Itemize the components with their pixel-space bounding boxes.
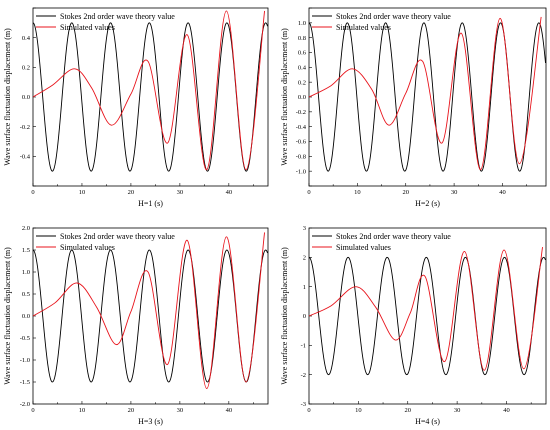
x-tick-label: 30 [177, 407, 184, 414]
x-tick-label: 40 [226, 189, 233, 196]
y-tick-label: 0.2 [22, 65, 30, 72]
x-tick-label: 10 [79, 407, 86, 414]
y-tick-label: -1.0 [296, 168, 306, 175]
y-tick-label: -2 [301, 372, 306, 379]
y-tick-label: -1 [301, 343, 306, 350]
x-tick-label: 10 [354, 189, 361, 196]
legend-label-theory: Stokes 2nd order wave theory value [60, 12, 175, 21]
y-tick-label: 2 [303, 255, 306, 262]
y-tick-label: 1.0 [22, 269, 30, 276]
y-tick-label: -0.6 [296, 139, 307, 146]
y-tick-label: 0.6 [298, 50, 307, 57]
x-tick-label: 0 [31, 189, 34, 196]
y-tick-label: 1.5 [22, 247, 30, 254]
legend-label-simulated: Simulated values [336, 23, 391, 32]
x-axis-title: H=1 (s) [138, 199, 163, 208]
y-tick-label: 0.4 [298, 65, 307, 72]
x-tick-label: 30 [454, 407, 461, 414]
x-tick-label: 40 [503, 407, 510, 414]
x-tick-label: 40 [226, 407, 233, 414]
x-tick-label: 20 [128, 407, 135, 414]
x-tick-label: 10 [355, 407, 362, 414]
y-tick-label: 0.0 [298, 94, 306, 101]
x-axis-title: H=2 (s) [415, 199, 440, 208]
y-tick-label: 0 [303, 313, 306, 320]
y-tick-label: -0.4 [296, 124, 307, 131]
y-axis-title: Wave surface fluctuation displacement (m… [280, 28, 289, 166]
legend-label-theory: Stokes 2nd order wave theory value [336, 232, 451, 241]
y-tick-label: 1.0 [298, 20, 306, 27]
y-tick-label: 0.0 [22, 313, 30, 320]
series-line-simulated [309, 16, 542, 171]
y-tick-label: 1 [303, 284, 306, 291]
y-tick-label: -0.5 [20, 335, 30, 342]
y-tick-label: 0.0 [22, 94, 30, 101]
legend-label-simulated: Simulated values [336, 243, 391, 252]
x-tick-label: 10 [79, 189, 86, 196]
x-tick-label: 20 [128, 189, 135, 196]
y-tick-label: -2.0 [20, 401, 30, 408]
y-tick-label: -0.8 [296, 154, 306, 161]
x-tick-label: 0 [307, 189, 310, 196]
x-tick-label: 0 [31, 407, 34, 414]
y-tick-label: 0.2 [298, 79, 306, 86]
chart-panel-3: 0 10 20 30 40 -2.0 -1.5 -1.0 -0.5 0.0 0.5 1.0 1.5 2.0… [3, 225, 269, 426]
legend-label-theory: Stokes 2nd order wave theory value [60, 232, 175, 241]
chart-panel-2: 0 10 20 30 40 -1.0 -0.8 -0.6 -0.4 -0.2 0.0 0.2 0.4 0.… [280, 7, 547, 208]
legend: Stokes 2nd order wave theory value Simula… [36, 12, 175, 32]
plot-frame [308, 227, 547, 405]
series-line-simulated [33, 10, 266, 171]
chart-panel-1: 0 10 20 30 40 -0.4 -0.2 0.0 0.2 0.4 H=1 (s) Wave su… [3, 7, 269, 208]
y-tick-label: 0.5 [22, 291, 30, 298]
x-axis-title: H=4 (s) [415, 417, 440, 426]
legend-label-theory: Stokes 2nd order wave theory value [336, 12, 451, 21]
y-tick-label: 3 [303, 225, 306, 232]
series-line-theory [33, 249, 268, 383]
x-tick-label: 30 [451, 189, 458, 196]
x-tick-label: 40 [499, 189, 506, 196]
y-tick-label: -0.4 [20, 154, 31, 161]
series-line-simulated [309, 247, 543, 371]
series-line-theory [309, 256, 546, 376]
y-tick-label: 0.8 [298, 35, 306, 42]
series-line-theory [33, 22, 268, 172]
x-tick-label: 30 [177, 189, 184, 196]
y-tick-label: 0.4 [22, 35, 31, 42]
y-tick-label: -0.2 [20, 124, 30, 131]
plot-frame [32, 227, 269, 405]
y-axis-title: Wave surface fluctuation displacement (m… [280, 247, 289, 385]
series-line-simulated [33, 232, 266, 390]
legend-label-simulated: Simulated values [60, 243, 115, 252]
legend: Stokes 2nd order wave theory value Simula… [312, 12, 451, 32]
y-axis-title: Wave surface fluctuation displacement (m… [3, 28, 12, 166]
y-axis-title: Wave surface fluctuation displacement (m… [3, 247, 12, 385]
legend: Stokes 2nd order wave theory value Simula… [312, 232, 451, 252]
y-tick-label: -1.5 [20, 379, 30, 386]
y-tick-label: -0.2 [296, 109, 306, 116]
x-tick-label: 0 [307, 407, 310, 414]
x-tick-label: 20 [405, 407, 412, 414]
legend-label-simulated: Simulated values [60, 23, 115, 32]
x-axis-title: H=3 (s) [138, 417, 163, 426]
y-tick-label: -3 [301, 401, 306, 408]
x-tick-label: 20 [402, 189, 409, 196]
y-tick-label: 2.0 [22, 225, 30, 232]
y-tick-label: -1.0 [20, 357, 30, 364]
chart-panel-4: 0 10 20 30 40 -3 -2 -1 0 1 2 3 H=4 (s) Wave surface f… [280, 225, 547, 426]
legend: Stokes 2nd order wave theory value Simula… [36, 232, 175, 252]
